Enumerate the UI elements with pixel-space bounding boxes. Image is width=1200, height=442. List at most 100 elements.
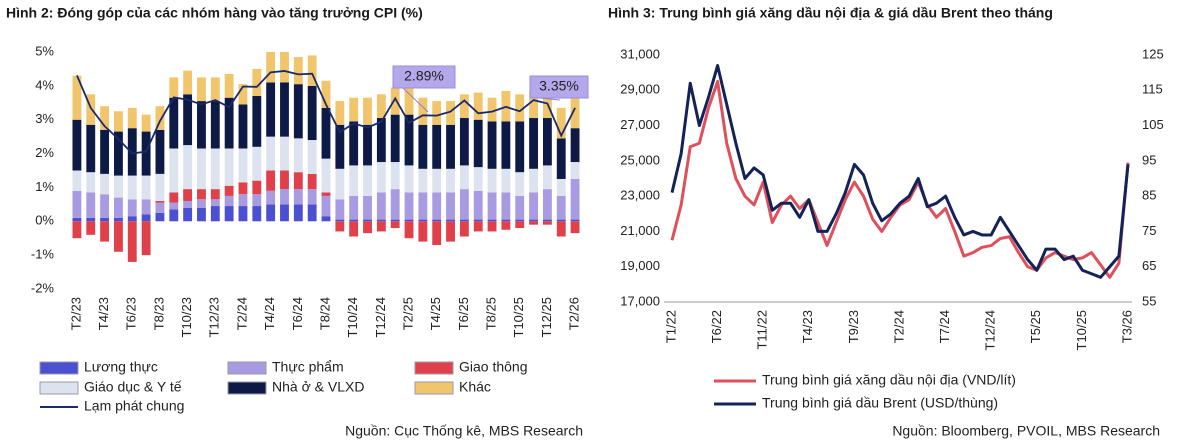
x-tick-label: T12/24: [373, 297, 388, 337]
bar-segment: [376, 192, 386, 220]
bar-segment: [169, 77, 179, 98]
bar-segment: [432, 168, 442, 193]
x-tick-label: T10/24: [345, 297, 360, 337]
bar-segment: [390, 87, 400, 115]
legend-label: Khác: [459, 379, 491, 395]
bar-segment: [114, 175, 123, 198]
bar-segment: [556, 195, 566, 220]
bar-segment: [100, 217, 110, 222]
y2-tick-label: 105: [1142, 117, 1164, 132]
x-tick-label: T4/25: [428, 297, 443, 330]
chart-title: Hình 2: Đóng góp của các nhóm hàng vào t…: [6, 5, 423, 21]
bar-segment: [376, 162, 386, 193]
bar-segment: [570, 94, 580, 129]
bar-segment: [86, 217, 96, 222]
bar-segment: [529, 118, 538, 169]
legend-label: Lạm phát chung: [84, 398, 184, 414]
bar-segment: [280, 170, 289, 190]
bar-segment: [376, 219, 386, 222]
bar-segment: [515, 195, 525, 220]
bar-segment: [183, 70, 193, 95]
bar-segment: [141, 131, 151, 176]
bar-segment: [155, 202, 165, 213]
bar-segment: [280, 82, 289, 137]
bar-segment: [349, 219, 359, 222]
bar-segment: [432, 192, 442, 220]
bar-segment: [390, 219, 400, 222]
bar-segment: [570, 128, 580, 163]
bar-segment: [459, 221, 469, 237]
legend-swatch: [227, 381, 267, 395]
bar-segment: [197, 101, 206, 149]
bar-segment: [529, 90, 538, 119]
bar-segment: [542, 118, 552, 166]
bar-segment: [390, 162, 400, 190]
bar-segment: [72, 119, 82, 171]
bar-segment: [376, 221, 386, 232]
bar-segment: [197, 207, 206, 222]
bar-segment: [155, 106, 165, 130]
bar-segment: [224, 206, 234, 222]
bar-segment: [349, 97, 359, 122]
bar-segment: [293, 189, 303, 205]
y-tick-label: -2%: [31, 280, 55, 295]
bar-segment: [252, 180, 262, 195]
bar-segment: [238, 194, 248, 207]
bar-segment: [335, 199, 345, 220]
legend-swatch: [414, 381, 454, 395]
legend-label: Thực phẩm: [272, 359, 344, 375]
y2-tick-label: 95: [1142, 152, 1156, 167]
bar-segment: [321, 216, 331, 222]
bar-segment: [183, 145, 193, 190]
bar-segment: [390, 114, 400, 163]
bar-segment: [280, 136, 289, 171]
x-tick-label: T4/23: [800, 310, 815, 343]
bar-segment: [363, 97, 372, 125]
bar-segment: [127, 128, 137, 176]
bar-segment: [280, 52, 289, 83]
bar-segment: [459, 118, 469, 166]
bar-segment: [418, 219, 428, 222]
bar-segment: [293, 57, 303, 85]
bar-segment: [183, 207, 193, 222]
annotation-box: [392, 65, 456, 89]
y-tick-label: 25,000: [620, 152, 660, 167]
bar-segment: [515, 94, 525, 122]
bar-segment: [224, 195, 234, 207]
x-tick-label: T12/25: [539, 297, 554, 337]
x-tick-label: T6/22: [709, 310, 724, 343]
legend-swatch: [39, 361, 79, 375]
bar-segment: [556, 219, 566, 222]
chart-title: Hình 3: Trung bình giá xăng dầu nội địa …: [608, 5, 1053, 21]
bar-segment: [542, 189, 552, 220]
bar-segment: [335, 219, 345, 222]
x-tick-label: T11/22: [755, 310, 770, 350]
x-tick-label: T2/25: [400, 297, 415, 330]
bar-segment: [473, 167, 483, 191]
x-tick-label: T9/23: [846, 310, 861, 343]
bar-segment: [224, 97, 234, 149]
bar-segment: [501, 221, 511, 230]
bar-segment: [127, 107, 137, 129]
bar-segment: [432, 101, 442, 125]
bar-segment: [210, 77, 220, 102]
bar-segment: [100, 106, 110, 130]
y-tick-label: 3%: [35, 111, 54, 126]
bar-segment: [363, 219, 372, 222]
y2-tick-label: 115: [1142, 82, 1163, 97]
bar-segment: [238, 206, 248, 222]
bar-segment: [293, 84, 303, 139]
bar-segment: [487, 221, 497, 232]
bar-segment: [446, 192, 455, 220]
bar-segment: [321, 192, 331, 196]
legend-swatch: [227, 361, 267, 375]
bar-segment: [432, 219, 442, 222]
bar-segment: [72, 190, 82, 218]
bar-segment: [542, 165, 552, 190]
x-tick-label: T2/24: [891, 310, 906, 343]
bar-segment: [432, 221, 442, 245]
y-tick-label: 17,000: [620, 293, 660, 308]
bar-segment: [501, 219, 511, 222]
bar-segment: [556, 107, 566, 139]
y-tick-label: 0%: [35, 213, 54, 228]
